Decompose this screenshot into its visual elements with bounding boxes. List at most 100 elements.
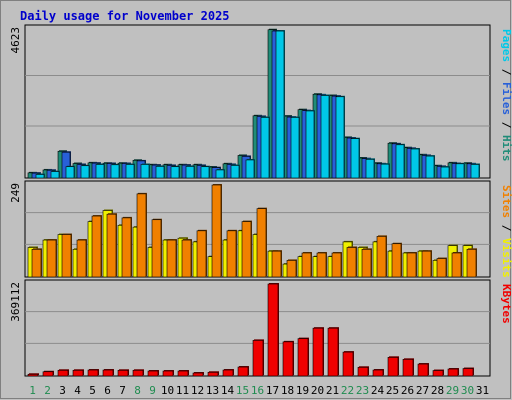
bar-kbytes-7 — [117, 369, 129, 377]
panel-kbytes: 369112 KBytes — [9, 279, 512, 377]
legend-part: Hits — [500, 135, 512, 162]
bar-kbytes-11 — [177, 370, 189, 377]
x-tick-label-28: 28 — [431, 384, 444, 397]
bar-pages-22 — [350, 138, 360, 179]
bar-pages-14 — [230, 165, 240, 179]
bar-kbytes-26 — [402, 359, 414, 377]
bar-sites-18 — [286, 260, 297, 278]
bar-kbytes-25 — [387, 357, 399, 377]
bar-sites-28 — [436, 258, 447, 278]
series-legend-label: Sites / Visits — [500, 185, 512, 278]
x-tick-label-5: 5 — [89, 384, 96, 397]
legend-part: Visits — [500, 238, 512, 278]
bar-pages-1 — [35, 174, 45, 179]
bar-kbytes-1 — [27, 373, 39, 377]
bar-sites-11 — [181, 239, 192, 278]
bar-sites-2 — [46, 239, 57, 278]
x-tick-label-20: 20 — [311, 384, 324, 397]
x-tick-label-18: 18 — [281, 384, 294, 397]
bar-pages-6 — [110, 164, 120, 179]
bar-pages-3 — [65, 166, 75, 179]
bar-sites-17 — [271, 250, 282, 278]
x-tick-label-24: 24 — [371, 384, 385, 397]
bar-kbytes-22 — [342, 351, 354, 377]
x-tick-label-25: 25 — [386, 384, 399, 397]
bar-pages-16 — [260, 117, 270, 179]
bar-pages-11 — [185, 166, 195, 179]
bar-pages-19 — [305, 110, 315, 179]
bar-sites-29 — [451, 252, 462, 278]
x-tick-label-1: 1 — [29, 384, 36, 397]
bar-sites-21 — [331, 252, 342, 278]
bar-kbytes-21 — [327, 327, 339, 377]
x-tick-label-10: 10 — [161, 384, 174, 397]
series-legend-label: Pages / Files / Hits — [500, 29, 512, 162]
bar-sites-27 — [421, 250, 432, 278]
y-max-label: 4623 — [9, 27, 22, 54]
series-legend-label: KBytes — [500, 284, 512, 324]
bar-pages-10 — [170, 166, 180, 179]
x-tick-label-12: 12 — [191, 384, 204, 397]
legend-part: Pages — [500, 29, 512, 62]
bar-sites-5 — [91, 215, 102, 278]
x-tick-label-4: 4 — [74, 384, 81, 397]
bar-kbytes-19 — [297, 338, 309, 377]
bar-pages-7 — [125, 164, 135, 179]
bar-sites-13 — [211, 184, 222, 278]
x-tick-label-7: 7 — [119, 384, 126, 397]
bar-sites-7 — [121, 217, 132, 278]
legend-part: / — [500, 62, 512, 82]
bar-pages-15 — [245, 159, 255, 179]
bar-sites-6 — [106, 213, 117, 278]
bar-pages-21 — [335, 96, 345, 179]
x-tick-label-6: 6 — [104, 384, 111, 397]
x-tick-label-26: 26 — [401, 384, 414, 397]
bar-pages-12 — [200, 166, 210, 179]
bar-kbytes-29 — [447, 368, 459, 377]
bar-kbytes-12 — [192, 372, 204, 377]
bar-pages-18 — [290, 117, 300, 179]
bar-kbytes-10 — [162, 370, 174, 377]
bar-kbytes-6 — [102, 369, 114, 377]
bar-kbytes-15 — [237, 366, 249, 377]
legend-part: KBytes — [500, 284, 512, 324]
legend-part: / — [500, 115, 512, 135]
bar-pages-2 — [50, 171, 60, 179]
bar-pages-30 — [470, 164, 480, 179]
bar-kbytes-27 — [417, 363, 429, 377]
x-tick-label-19: 19 — [296, 384, 309, 397]
bar-kbytes-4 — [72, 369, 84, 377]
bar-kbytes-14 — [222, 369, 234, 377]
bar-sites-14 — [226, 230, 237, 278]
bar-pages-17 — [275, 30, 285, 179]
bar-kbytes-20 — [312, 327, 324, 377]
bar-sites-20 — [316, 252, 327, 278]
bar-sites-22 — [346, 247, 357, 278]
bar-sites-19 — [301, 252, 312, 278]
chart-panels: 4623 Pages / Files / Hits 249 Sites / Visit… — [9, 24, 512, 377]
bar-sites-23 — [361, 248, 372, 278]
bar-sites-25 — [391, 243, 402, 278]
bar-sites-30 — [466, 248, 477, 278]
bar-sites-8 — [136, 193, 147, 278]
x-tick-label-14: 14 — [221, 384, 235, 397]
x-tick-label-11: 11 — [176, 384, 189, 397]
bar-sites-9 — [151, 219, 162, 278]
x-tick-label-29: 29 — [446, 384, 459, 397]
bar-sites-15 — [241, 221, 252, 278]
x-tick-label-21: 21 — [326, 384, 339, 397]
chart-title: Daily usage for November 2025 — [20, 9, 230, 23]
y-max-label: 249 — [9, 183, 22, 203]
bar-kbytes-23 — [357, 366, 369, 377]
bar-sites-10 — [166, 239, 177, 278]
bar-pages-23 — [365, 159, 375, 179]
x-tick-label-13: 13 — [206, 384, 219, 397]
bar-pages-29 — [455, 163, 465, 179]
bar-kbytes-3 — [57, 369, 69, 377]
bar-kbytes-16 — [252, 340, 264, 377]
bar-sites-1 — [31, 248, 42, 278]
bar-kbytes-18 — [282, 341, 294, 377]
legend-part: Files — [500, 82, 512, 115]
